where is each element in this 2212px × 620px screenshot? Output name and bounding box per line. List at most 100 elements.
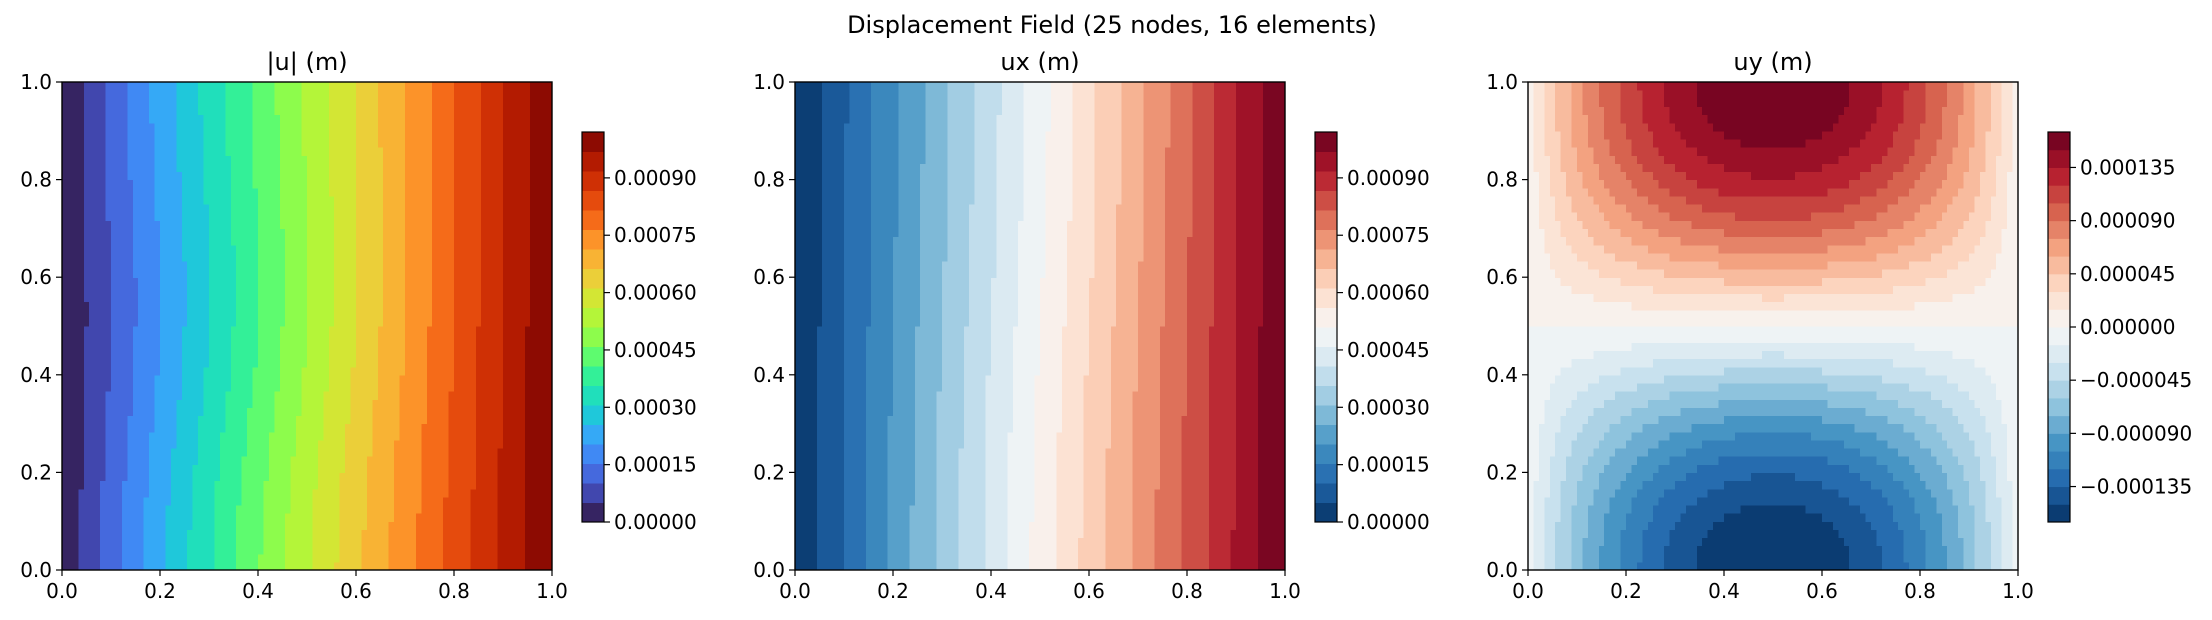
contour-cell [132,293,139,303]
contour-cell [149,212,156,221]
contour-cell [481,326,488,335]
contour-cell [334,317,341,327]
contour-cell [345,391,352,400]
contour-cell [170,326,177,335]
contour-cell [317,220,324,229]
contour-cell [176,220,183,229]
contour-cell [274,342,281,351]
contour-cell [399,415,406,425]
contour-cell [448,496,455,506]
contour-cell [481,537,488,547]
contour-cell [236,342,243,351]
contour-cell [176,195,183,205]
contour-cell [116,277,123,286]
contour-cell [132,521,139,530]
contour-cell [154,439,161,449]
contour-cell [111,521,118,530]
contour-cell [399,130,406,140]
contour-cell [437,252,444,262]
contour-cell [432,382,439,392]
contour-cell [415,448,422,457]
contour-cell [100,464,107,473]
contour-cell [541,130,548,140]
contour-cell [497,317,504,327]
contour-cell [268,326,275,335]
contour-cell [170,342,177,351]
contour-cell [241,204,248,213]
contour-cell [176,342,183,351]
contour-cell [475,301,482,311]
contour-cell [443,480,450,490]
contour-cell [388,195,395,205]
contour-cell [279,269,286,278]
contour-cell [421,423,428,433]
contour-cell [192,358,199,368]
contour-cell [121,496,128,506]
contour-cell [62,537,69,547]
contour-cell [356,204,363,213]
contour-cell [541,472,548,482]
contour-cell [67,130,74,140]
contour-cell [203,269,210,278]
contour-cell [72,407,79,417]
contour-cell [143,415,150,425]
contour-cell [377,399,384,408]
contour-cell [258,415,265,425]
contour-cell [105,220,112,229]
contour-cell [301,415,308,425]
contour-cell [459,415,466,425]
contour-cell [361,138,368,148]
contour-cell [209,374,216,384]
contour-cell [454,309,461,319]
contour-cell [290,496,297,506]
contour-cell [160,358,167,368]
contour-cell [296,301,303,311]
contour-cell [361,391,368,400]
contour-cell [236,252,243,262]
contour-cell [121,228,128,238]
contour-cell [323,496,330,506]
contour-cell [334,399,341,408]
contour-cell [121,521,128,530]
contour-cell [317,204,324,213]
contour-cell [149,269,156,278]
contour-cell [317,317,324,327]
contour-cell [399,456,406,465]
contour-cell [366,277,373,286]
contour-cell [121,504,128,514]
contour-cell [399,317,406,327]
contour-cell [154,496,161,506]
contour-cell [519,366,526,376]
contour-cell [301,179,308,189]
contour-cell [459,269,466,278]
contour-cell [214,252,221,262]
contour-cell [410,285,417,295]
contour-cell [94,521,101,530]
contour-cell [426,334,433,343]
contour-cell [301,456,308,465]
contour-cell [377,464,384,473]
contour-cell [377,228,384,238]
contour-cell [519,334,526,343]
contour-cell [94,309,101,319]
contour-cell [350,456,357,465]
contour-cell [285,358,292,368]
contour-cell [328,521,335,530]
contour-cell [263,350,270,360]
contour-cell [535,171,542,181]
contour-cell [78,285,85,295]
contour-cell [263,464,270,473]
contour-cell [317,122,324,132]
contour-cell [524,252,531,262]
contour-cell [154,342,161,351]
contour-cell [503,171,510,181]
contour-cell [105,204,112,213]
contour-cell [541,260,548,270]
contour-cell [361,301,368,311]
contour-cell [143,326,150,335]
contour-cell [78,423,85,433]
contour-cell [454,138,461,148]
contour-cell [454,366,461,376]
contour-cell [454,252,461,262]
